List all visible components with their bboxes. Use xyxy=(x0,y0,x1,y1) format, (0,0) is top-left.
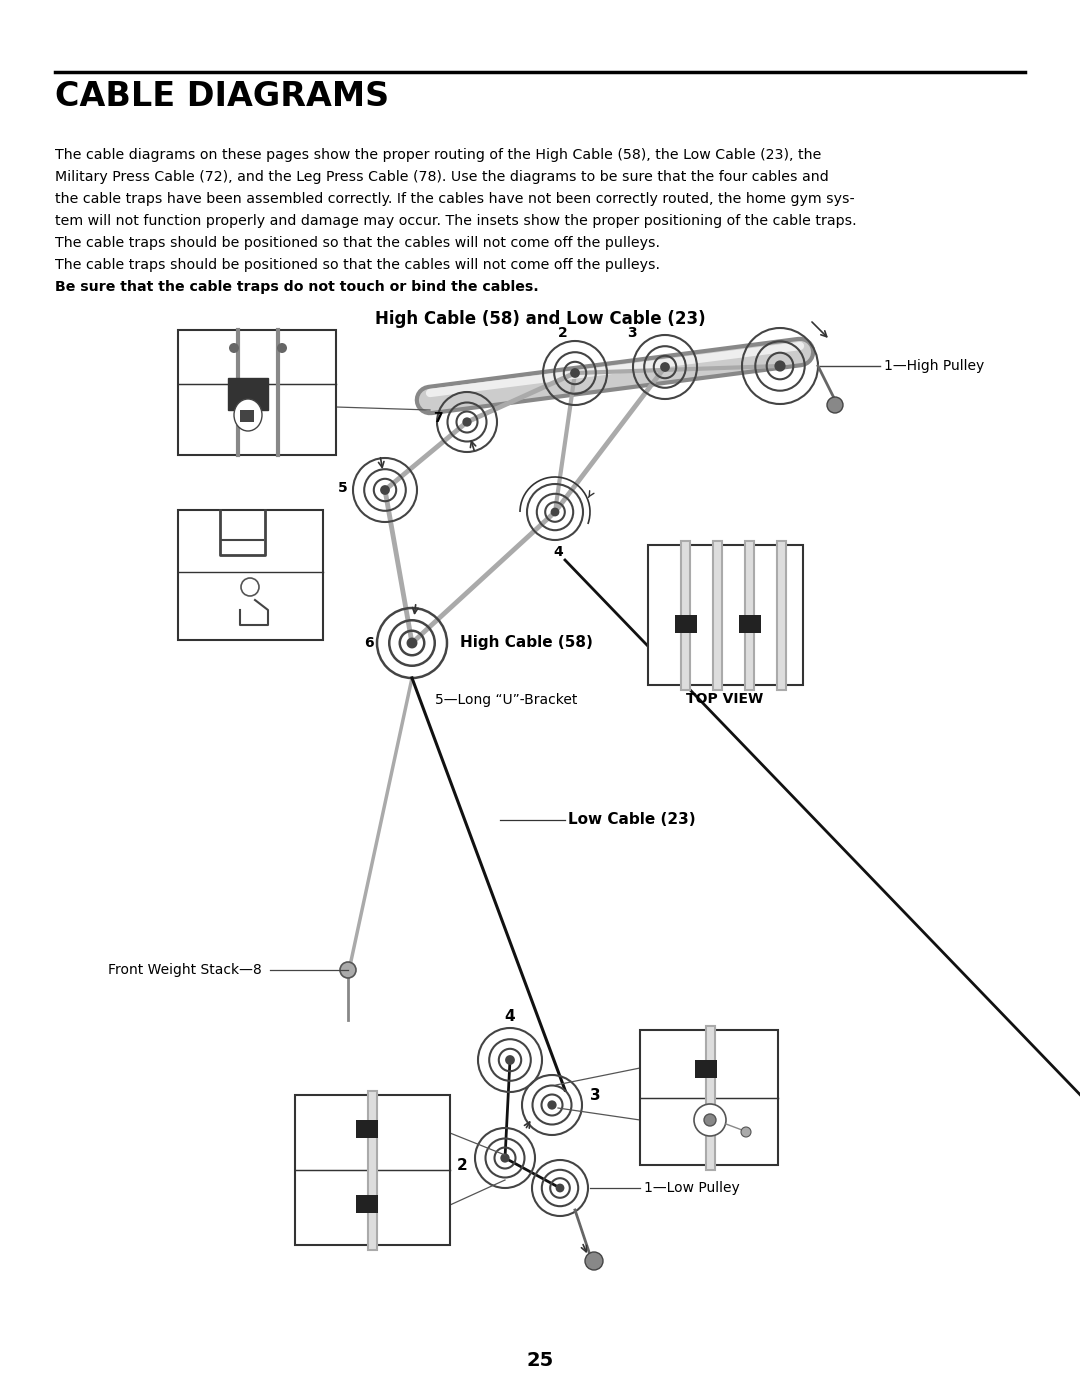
Circle shape xyxy=(408,638,416,647)
Text: High Cable (58): High Cable (58) xyxy=(460,636,593,651)
Text: 25: 25 xyxy=(526,1351,554,1369)
Text: 2: 2 xyxy=(457,1158,468,1172)
Ellipse shape xyxy=(234,400,262,432)
Text: 4: 4 xyxy=(504,1009,515,1024)
Bar xyxy=(178,510,323,640)
Text: Low Cable (23): Low Cable (23) xyxy=(568,813,696,827)
Bar xyxy=(178,330,336,455)
Text: The cable traps should be positioned so that the cables will not come off the pu: The cable traps should be positioned so … xyxy=(55,236,660,250)
Text: 7: 7 xyxy=(433,411,443,425)
Text: CABLE DIAGRAMS: CABLE DIAGRAMS xyxy=(55,80,389,113)
Text: 2: 2 xyxy=(558,326,568,339)
Circle shape xyxy=(501,1154,509,1161)
Circle shape xyxy=(571,369,579,377)
Circle shape xyxy=(276,344,287,353)
Text: The cable traps should be positioned so that the cables will not come off the pu: The cable traps should be positioned so … xyxy=(55,258,664,272)
Circle shape xyxy=(704,1113,716,1126)
Bar xyxy=(640,1030,778,1165)
Text: 3: 3 xyxy=(627,326,637,339)
Bar xyxy=(739,615,761,633)
Circle shape xyxy=(585,1252,603,1270)
Circle shape xyxy=(549,1101,555,1109)
Circle shape xyxy=(463,418,471,426)
Text: High Cable (58) and Low Cable (23): High Cable (58) and Low Cable (23) xyxy=(375,310,705,328)
Text: 1—High Pulley: 1—High Pulley xyxy=(885,359,984,373)
Circle shape xyxy=(552,509,558,515)
Text: 4: 4 xyxy=(553,545,563,559)
Text: Military Press Cable (72), and the Leg Press Cable (78). Use the diagrams to be : Military Press Cable (72), and the Leg P… xyxy=(55,170,828,184)
Circle shape xyxy=(340,963,356,978)
Text: Front Weight Stack—8: Front Weight Stack—8 xyxy=(108,963,262,977)
Bar xyxy=(696,1060,717,1078)
Circle shape xyxy=(775,362,784,370)
Text: 3: 3 xyxy=(590,1087,600,1102)
Text: 6: 6 xyxy=(364,636,374,650)
Bar xyxy=(675,615,697,633)
Bar xyxy=(648,545,804,685)
Circle shape xyxy=(694,1104,726,1136)
Bar xyxy=(356,1194,378,1213)
Circle shape xyxy=(661,363,669,370)
Circle shape xyxy=(827,397,843,414)
Text: 1—Low Pulley: 1—Low Pulley xyxy=(644,1180,740,1194)
Text: 5—Long “U”-Bracket: 5—Long “U”-Bracket xyxy=(435,693,578,707)
Circle shape xyxy=(556,1185,564,1192)
Circle shape xyxy=(381,486,389,495)
Text: the cable traps have been assembled correctly. If the cables have not been corre: the cable traps have been assembled corr… xyxy=(55,191,854,205)
Text: 5: 5 xyxy=(338,481,348,495)
Text: TOP VIEW: TOP VIEW xyxy=(687,692,764,705)
Bar xyxy=(240,409,254,422)
Bar xyxy=(228,379,268,409)
Text: Be sure that the cable traps do not touch or bind the cables.: Be sure that the cable traps do not touc… xyxy=(55,279,539,293)
Text: tem will not function properly and damage may occur. The insets show the proper : tem will not function properly and damag… xyxy=(55,214,856,228)
Circle shape xyxy=(741,1127,751,1137)
Bar xyxy=(356,1120,378,1139)
Circle shape xyxy=(229,344,239,353)
Circle shape xyxy=(507,1056,514,1065)
Text: The cable diagrams on these pages show the proper routing of the High Cable (58): The cable diagrams on these pages show t… xyxy=(55,148,822,162)
Bar xyxy=(295,1095,450,1245)
